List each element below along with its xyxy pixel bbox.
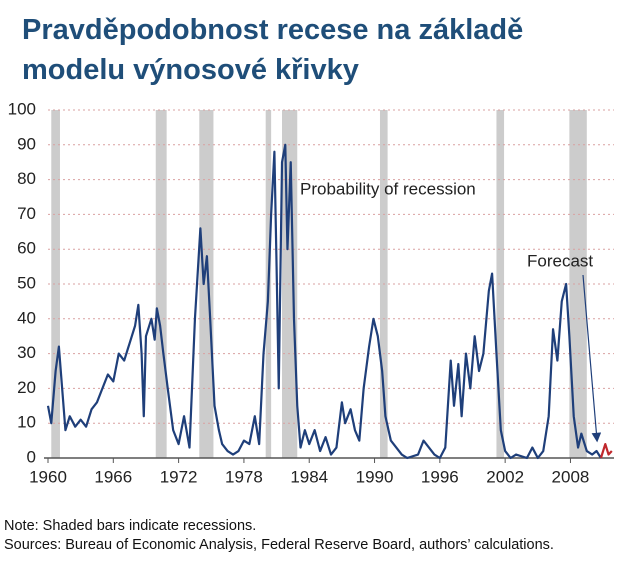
y-tick-label: 50 <box>17 273 36 292</box>
annotation: Forecast <box>527 251 593 270</box>
x-tick-label: 1978 <box>225 467 263 486</box>
series-line <box>46 143 602 460</box>
x-tick-label: 1996 <box>421 467 459 486</box>
recession-bar <box>199 110 214 458</box>
x-tick-label: 1966 <box>94 467 132 486</box>
recession-bar <box>496 110 505 458</box>
chart: Probability of recession Forecast 0 10 20 3… <box>8 99 614 486</box>
y-tick-label: 0 <box>27 447 36 466</box>
x-tick-label: 1990 <box>356 467 394 486</box>
x-tick-label: 2008 <box>552 467 590 486</box>
x-tick-label: 1984 <box>290 467 328 486</box>
annotation-arrow <box>582 274 602 443</box>
annotation: Probability of recession <box>300 179 476 198</box>
notes: Note: Shaded bars indicate recessions. S… <box>4 517 604 555</box>
y-tick-label: 20 <box>17 378 36 397</box>
y-tick-label: 70 <box>17 204 36 223</box>
y-tick-label: 100 <box>8 99 36 118</box>
x-tick-label: 1960 <box>29 467 67 486</box>
y-tick-label: 40 <box>17 308 36 327</box>
x-tick-label: 2002 <box>486 467 524 486</box>
recession-bar <box>155 110 167 458</box>
note: Sources: Bureau of Economic Analysis, Fe… <box>4 537 554 553</box>
recession-bar <box>51 110 60 458</box>
title-line: modelu výnosové křivky <box>22 54 359 86</box>
note: Note: Shaded bars indicate recessions. <box>4 518 257 534</box>
x-tick-label: 1972 <box>160 467 198 486</box>
y-tick-label: 80 <box>17 169 36 188</box>
title-line: Pravděpodobnost recese na základě <box>22 14 524 46</box>
y-tick-label: 10 <box>17 413 36 432</box>
series-line <box>599 442 613 459</box>
y-tick-label: 60 <box>17 239 36 258</box>
y-tick-label: 30 <box>17 343 36 362</box>
y-tick-label: 90 <box>17 134 36 153</box>
chart-title: Pravděpodobnost recese na základě modelu… <box>22 10 523 90</box>
